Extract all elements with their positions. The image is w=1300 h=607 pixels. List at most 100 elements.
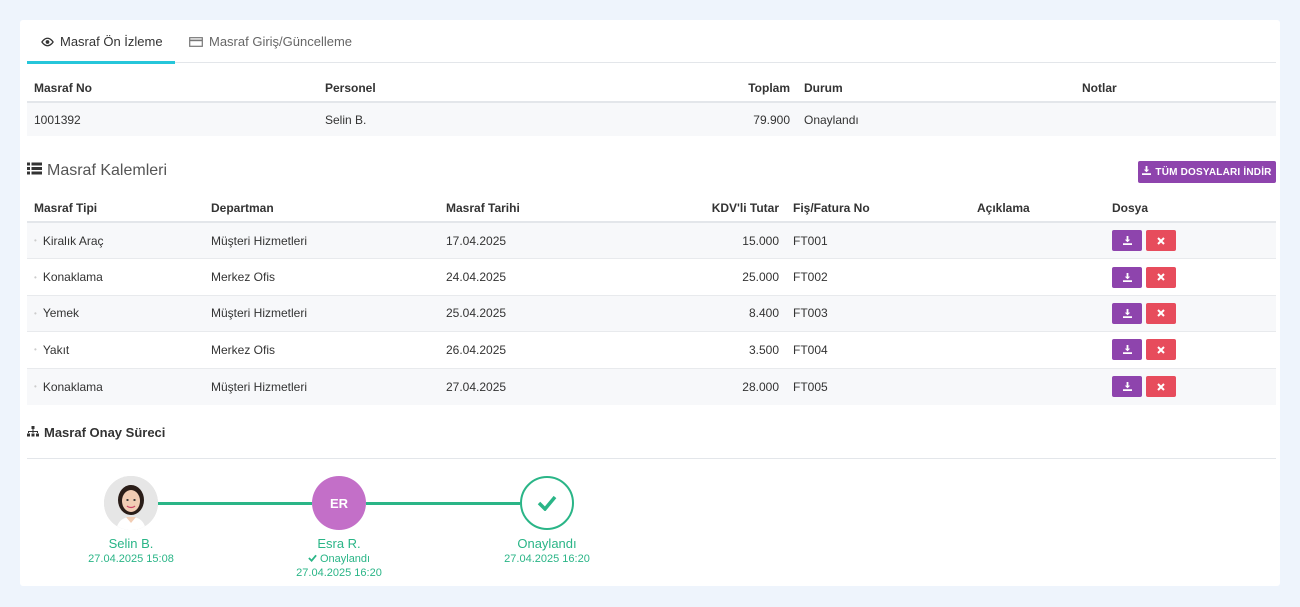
download-all-label: TÜM DOSYALARI İNDİR	[1155, 166, 1272, 178]
delete-file-button[interactable]	[1146, 302, 1176, 324]
cell-tutar: 8.400	[748, 306, 779, 321]
cell-dosya	[1112, 296, 1180, 331]
avatar: ER	[312, 476, 366, 530]
sitemap-icon	[27, 425, 39, 440]
avatar	[104, 476, 158, 530]
delete-file-button[interactable]	[1146, 266, 1176, 288]
cell-fis: FT004	[793, 342, 828, 357]
tab-bar: Masraf Ön İzleme Masraf Giriş/Güncelleme	[27, 20, 1276, 64]
bullet-icon: •	[34, 236, 37, 246]
step-label: Esra R. Onaylandı 27.04.2025 16:20	[259, 536, 419, 579]
download-all-button[interactable]: TÜM DOSYALARI İNDİR	[1138, 161, 1276, 183]
step-status-text: Onaylandı	[319, 553, 371, 565]
cell-dosya	[1112, 259, 1180, 294]
col-header-no: Masraf No	[34, 80, 93, 95]
table-row: • Konaklama Merkez Ofis 24.04.2025 25.000…	[27, 259, 1276, 296]
summary-table: Masraf No Personel Toplam Durum Notlar 1…	[27, 74, 1276, 136]
col-header-tarih: Masraf Tarihi	[446, 201, 520, 215]
eye-icon	[41, 37, 54, 47]
cell-dosya	[1112, 223, 1180, 258]
step-date: 27.04.2025 15:08	[88, 553, 174, 565]
cell-fis: FT003	[793, 306, 828, 321]
cell-tarih: 17.04.2025	[446, 233, 507, 248]
col-header-durum: Durum	[804, 80, 843, 95]
process-title-text: Masraf Onay Süreci	[44, 424, 166, 440]
bullet-icon: •	[34, 382, 37, 392]
step-connector	[158, 502, 312, 505]
avatar-initials: ER	[329, 495, 349, 511]
cell-fis: FT005	[793, 379, 828, 394]
tab-label: Masraf Giriş/Güncelleme	[209, 34, 353, 49]
delete-file-button[interactable]	[1146, 376, 1176, 398]
cell-departman: Müşteri Hizmetleri	[211, 306, 308, 321]
close-icon	[1157, 309, 1165, 318]
close-icon	[1157, 346, 1165, 354]
col-header-dosya: Dosya	[1112, 201, 1149, 215]
download-icon	[1122, 382, 1132, 392]
cell-departman: Merkez Ofis	[211, 270, 276, 285]
step-name: Onaylandı	[517, 536, 577, 551]
section-title-process: Masraf Onay Süreci	[27, 422, 165, 442]
tab-expense-preview[interactable]: Masraf Ön İzleme	[27, 20, 175, 64]
card-icon	[189, 36, 203, 47]
download-icon	[1142, 166, 1152, 178]
check-icon	[537, 495, 557, 511]
close-icon	[1157, 236, 1165, 245]
delete-file-button[interactable]	[1146, 230, 1176, 252]
section-title-items: Masraf Kalemleri	[27, 160, 167, 182]
cell-tip-text: Konaklama	[42, 270, 103, 285]
delete-file-button[interactable]	[1146, 339, 1176, 361]
cell-fis: FT001	[793, 233, 828, 248]
cell-durum: Onaylandı	[804, 112, 859, 127]
download-file-button[interactable]	[1112, 376, 1142, 398]
cell-dosya	[1112, 332, 1180, 367]
divider	[27, 458, 1276, 459]
cell-dosya	[1112, 369, 1180, 405]
download-icon	[1122, 308, 1132, 318]
download-file-button[interactable]	[1112, 302, 1142, 324]
col-header-tutar: KDV'li Tutar	[711, 201, 779, 215]
tab-expense-entry[interactable]: Masraf Giriş/Güncelleme	[175, 20, 365, 63]
download-file-button[interactable]	[1112, 266, 1142, 288]
cell-personel: Selin B.	[325, 112, 367, 127]
step-label: Selin B. 27.04.2025 15:08	[51, 536, 211, 565]
cell-tarih: 26.04.2025	[446, 342, 507, 357]
col-header-fis: Fiş/Fatura No	[793, 201, 870, 215]
cell-tip-text: Yemek	[42, 306, 80, 321]
cell-tip: • Konaklama	[34, 369, 103, 405]
cell-tip-text: Konaklama	[42, 379, 103, 394]
download-file-button[interactable]	[1112, 339, 1142, 361]
col-header-personel: Personel	[325, 80, 376, 95]
download-file-button[interactable]	[1112, 230, 1142, 252]
cell-tip: • Konaklama	[34, 259, 103, 294]
cell-tarih: 24.04.2025	[446, 270, 507, 285]
download-icon	[1122, 345, 1132, 355]
approved-node	[520, 476, 574, 530]
expense-card: Masraf Ön İzleme Masraf Giriş/Güncelleme…	[20, 20, 1280, 586]
section-title-text: Masraf Kalemleri	[47, 162, 168, 179]
close-icon	[1157, 383, 1165, 391]
step-connector	[366, 502, 520, 505]
col-header-departman: Departman	[211, 201, 274, 215]
check-icon	[308, 554, 317, 563]
table-row: • Konaklama Müşteri Hizmetleri 27.04.2025…	[27, 368, 1276, 405]
table-row: • Yakıt Merkez Ofis 26.04.2025 3.500 FT00…	[27, 332, 1276, 369]
table-row: 1001392 Selin B. 79.900 Onaylandı	[27, 103, 1276, 136]
items-table: Masraf Tipi Departman Masraf Tarihi KDV'…	[27, 195, 1276, 405]
bullet-icon: •	[34, 272, 37, 282]
step-name: Esra R.	[317, 536, 361, 551]
table-row: • Yemek Müşteri Hizmetleri 25.04.2025 8.4…	[27, 295, 1276, 333]
cell-tutar: 3.500	[748, 342, 779, 357]
list-icon	[27, 162, 42, 180]
cell-departman: Müşteri Hizmetleri	[211, 233, 308, 248]
cell-tutar: 28.000	[742, 379, 779, 394]
col-header-notlar: Notlar	[1082, 80, 1117, 95]
download-icon	[1122, 272, 1132, 282]
table-header: Masraf No Personel Toplam Durum Notlar	[27, 74, 1276, 103]
cell-fis: FT002	[793, 270, 828, 285]
close-icon	[1157, 273, 1165, 281]
cell-tarih: 25.04.2025	[446, 306, 507, 321]
cell-tutar: 25.000	[742, 270, 779, 285]
cell-toplam: 79.900	[753, 112, 790, 127]
col-header-tip: Masraf Tipi	[34, 201, 98, 215]
